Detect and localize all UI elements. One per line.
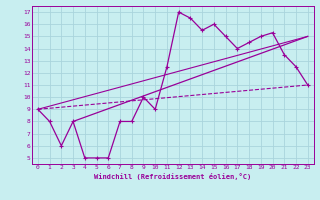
X-axis label: Windchill (Refroidissement éolien,°C): Windchill (Refroidissement éolien,°C) bbox=[94, 173, 252, 180]
